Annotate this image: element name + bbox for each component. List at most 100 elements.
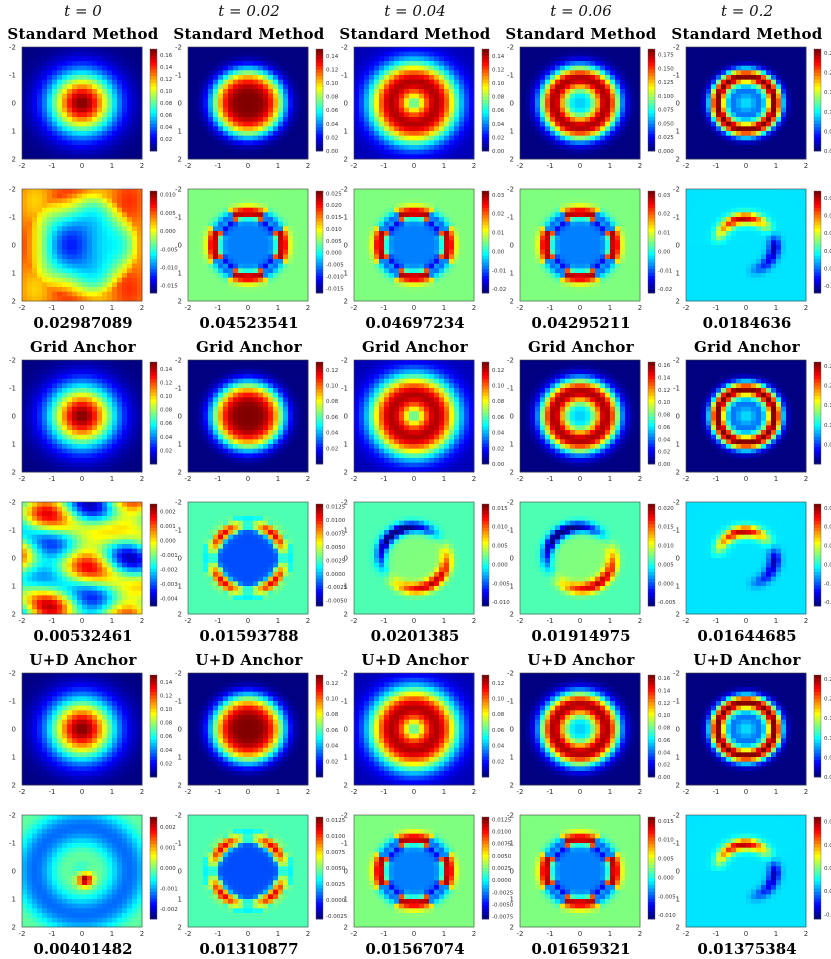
heatmap-cell (268, 135, 274, 141)
heatmap-cell (751, 121, 757, 127)
heatmap-cell (389, 282, 395, 288)
heatmap-cell (32, 140, 38, 146)
heatmap-cell (701, 154, 707, 160)
heatmap-cell (117, 149, 123, 155)
heatmap-cell (97, 79, 103, 85)
heatmap-cell (303, 226, 309, 232)
heatmap-cell (228, 273, 234, 279)
heatmap-cell (223, 240, 229, 246)
heatmap-cell (535, 117, 541, 123)
heatmap-cell (107, 70, 113, 76)
heatmap-cell (575, 121, 581, 127)
heatmap-cell (72, 93, 78, 99)
heatmap-cell (52, 217, 58, 223)
heatmap-cell (238, 51, 244, 57)
heatmap-cell (756, 121, 762, 127)
heatmap-cell (525, 149, 531, 155)
heatmap-cell (102, 131, 108, 137)
heatmap-cell (102, 65, 108, 71)
heatmap-cell (92, 268, 98, 274)
heatmap-cell (625, 65, 631, 71)
heatmap-cell (107, 296, 113, 302)
heatmap-cell (520, 75, 526, 81)
heatmap-cell (213, 235, 219, 241)
heatmap-cell (288, 70, 294, 76)
heatmap-cell (298, 154, 304, 160)
heatmap-cell (620, 107, 626, 113)
heatmap-cell (364, 98, 370, 104)
heatmap-cell (82, 268, 88, 274)
colorbar-segment (648, 52, 655, 57)
heatmap-cell (439, 217, 445, 223)
heatmap-cell (132, 287, 138, 293)
heatmap-cell (620, 65, 626, 71)
colorbar-segment (814, 144, 821, 148)
colorbar-segment (150, 127, 157, 131)
heatmap-cell (92, 254, 98, 260)
heatmap-cell (87, 117, 93, 123)
heatmap-cell (213, 65, 219, 71)
heatmap-cell (278, 193, 284, 199)
heatmap-cell (112, 154, 118, 160)
heatmap-cell (379, 259, 385, 265)
heatmap-cell (721, 56, 727, 62)
heatmap-cell (565, 121, 571, 127)
heatmap-cell (223, 263, 229, 269)
heatmap-cell (82, 126, 88, 132)
heatmap-cell (550, 107, 556, 113)
heatmap-cell (283, 254, 289, 260)
heatmap-cell (726, 140, 732, 146)
heatmap-panel: -2-2-1-10011220.0100.0050.000-0.005-0.01… (9, 186, 178, 313)
heatmap-cell (364, 198, 370, 204)
heatmap-cell (751, 75, 757, 81)
heatmap-cell (560, 149, 566, 155)
heatmap-cell (203, 217, 209, 223)
heatmap-cell (565, 135, 571, 141)
heatmap-cell (444, 89, 450, 95)
heatmap-cell (389, 145, 395, 151)
heatmap-cell (384, 103, 390, 109)
heatmap-cell (248, 221, 254, 227)
heatmap-cell (701, 89, 707, 95)
heatmap-cell (72, 221, 78, 227)
heatmap-cell (293, 93, 299, 99)
heatmap-cell (786, 131, 792, 137)
heatmap-cell (399, 277, 405, 283)
heatmap-cell (766, 117, 772, 123)
heatmap-cell (404, 149, 410, 155)
heatmap-cell (615, 47, 621, 53)
heatmap-cell (87, 112, 93, 118)
heatmap-cell (218, 287, 224, 293)
heatmap-cell (429, 51, 435, 57)
heatmap-cell (746, 89, 752, 95)
heatmap-cell (419, 287, 425, 293)
heatmap-cell (112, 217, 118, 223)
heatmap-cell (434, 259, 440, 265)
heatmap-cell (37, 84, 43, 90)
heatmap-cell (414, 287, 420, 293)
heatmap-cell (555, 112, 561, 118)
heatmap-cell (469, 149, 475, 155)
heatmap-cell (600, 89, 606, 95)
heatmap-cell (781, 121, 787, 127)
heatmap-cell (193, 79, 199, 85)
heatmap-cell (208, 203, 214, 209)
heatmap-cell (389, 193, 395, 199)
y-tick-label: -1 (9, 214, 16, 222)
heatmap-cell (535, 84, 541, 90)
heatmap-cell (137, 217, 143, 223)
heatmap-cell (429, 282, 435, 288)
heatmap-cell (117, 282, 123, 288)
heatmap-cell (253, 79, 259, 85)
block-title-ud-anchor: U+D Anchor (361, 651, 469, 669)
heatmap-cell (464, 84, 470, 90)
heatmap-cell (92, 221, 98, 227)
heatmap-cell (545, 121, 551, 127)
heatmap-cell (233, 98, 239, 104)
heatmap-cell (686, 79, 692, 85)
heatmap-cell (117, 240, 123, 246)
heatmap-cell (47, 145, 53, 151)
heatmap-cell (419, 47, 425, 53)
heatmap-cell (746, 131, 752, 137)
heatmap-cell (726, 154, 732, 160)
